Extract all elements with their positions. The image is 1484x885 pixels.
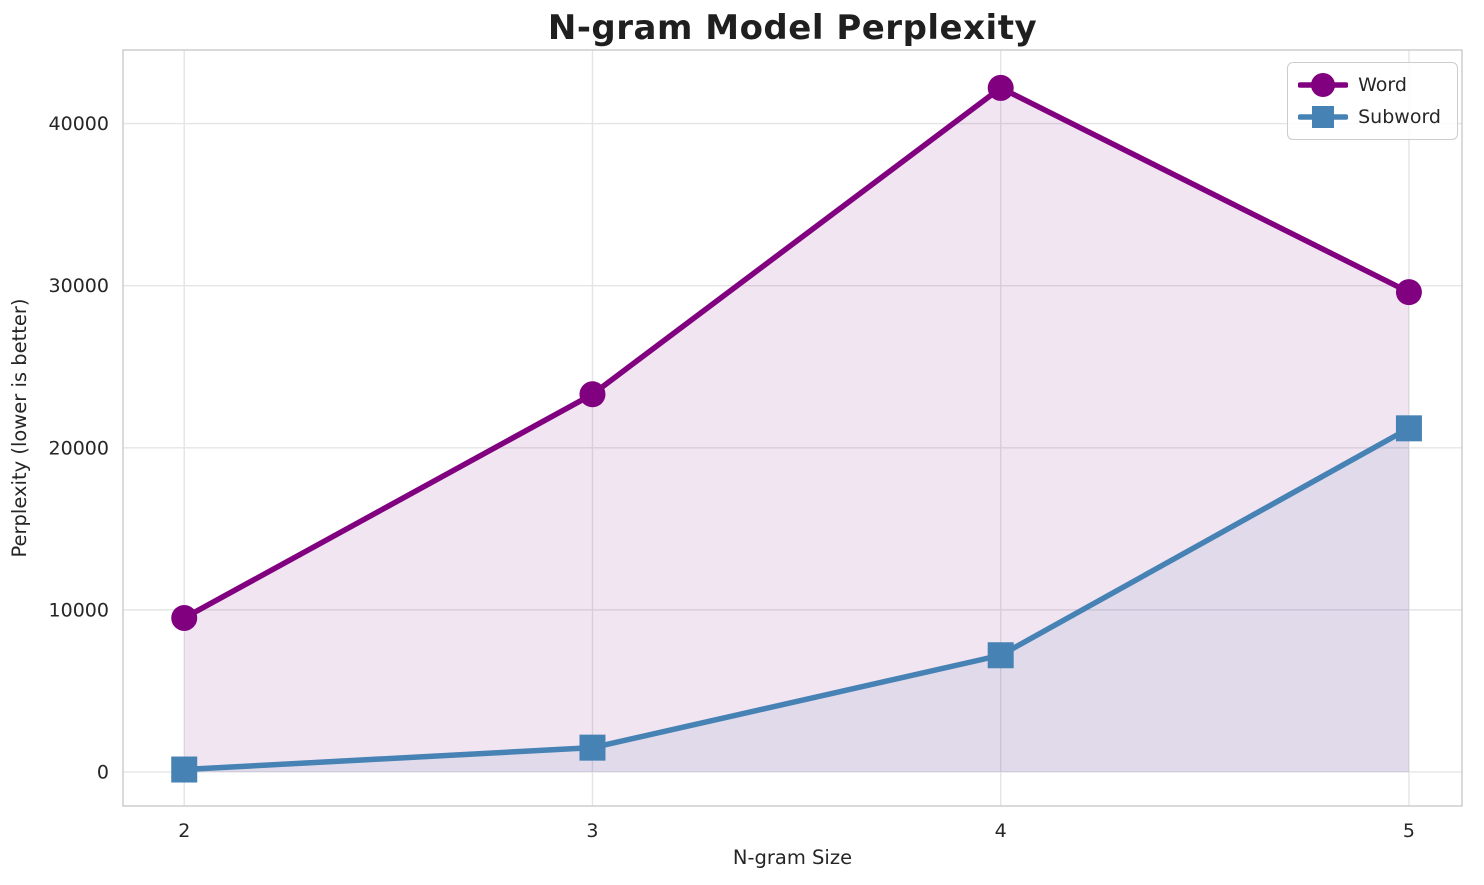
chart-title: N-gram Model Perplexity — [547, 8, 1038, 48]
y-axis-label: Perplexity (lower is better) — [8, 298, 31, 557]
legend-item-word: Word — [1298, 70, 1441, 100]
legend-item-subword: Subword — [1298, 102, 1441, 132]
series-word-marker — [1395, 279, 1422, 306]
series-subword-marker — [987, 642, 1014, 669]
axes-background — [123, 50, 1462, 806]
series-word-marker — [171, 604, 198, 631]
legend-square-sample-icon — [1298, 106, 1349, 128]
series-subword-line — [181, 425, 1412, 773]
series-subword-marker — [1395, 415, 1422, 442]
series-word-line — [181, 85, 1412, 621]
legend-label: Subword — [1358, 106, 1441, 128]
y-tick-label: 10000 — [49, 599, 109, 621]
x-axis-label: N-gram Size — [733, 846, 852, 869]
y-tick-label: 30000 — [49, 275, 109, 297]
legend: Word Subword — [1287, 62, 1458, 140]
legend-label: Word — [1358, 74, 1407, 96]
legend-circle-sample-icon — [1298, 73, 1349, 97]
x-tick-label: 3 — [586, 820, 598, 842]
x-tick-label: 2 — [178, 820, 190, 842]
series-word-marker — [987, 74, 1014, 101]
series-subword-marker — [171, 756, 198, 783]
series-word-marker — [579, 381, 606, 408]
axes-spines — [122, 49, 1463, 807]
y-tick-label: 0 — [97, 761, 109, 783]
y-tick-label: 20000 — [49, 437, 109, 459]
x-tick-label: 5 — [1403, 820, 1415, 842]
series-subword-marker — [579, 734, 606, 761]
x-tick-label: 4 — [995, 820, 1007, 842]
series-subword-fill — [184, 428, 1409, 772]
y-tick-label: 40000 — [49, 113, 109, 135]
